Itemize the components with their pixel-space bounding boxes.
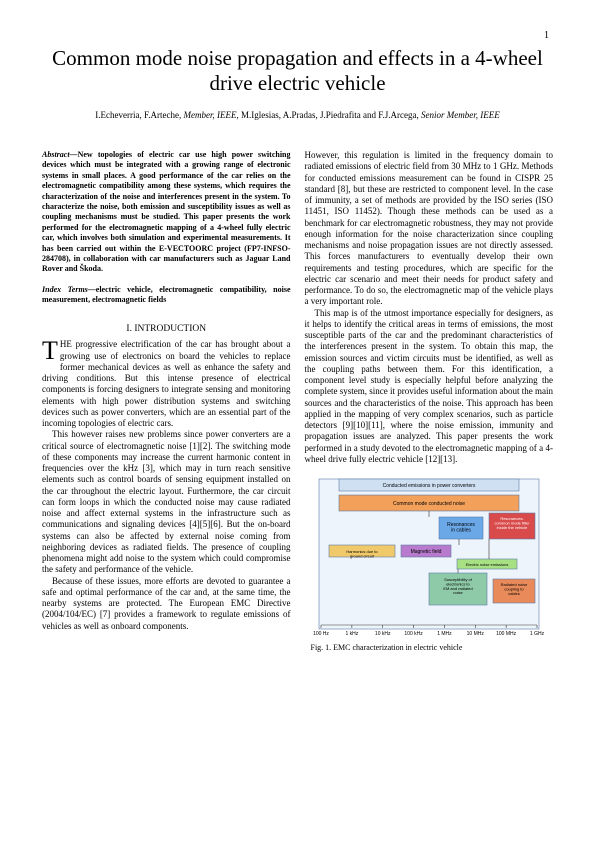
col2-para-2: This map is of the utmost importance esp…: [305, 308, 554, 466]
authors-line: I.Echeverria, F.Arteche, Member, IEEE, M…: [42, 110, 553, 122]
abstract-text: New topologies of electric car use high …: [42, 150, 291, 273]
intro-p1-text: HE progressive electrification of the ca…: [42, 339, 291, 428]
paper-title: Common mode noise propagation and effect…: [42, 46, 553, 96]
svg-text:Magnetic field: Magnetic field: [410, 549, 441, 555]
right-column: However, this regulation is limited in t…: [305, 150, 554, 653]
svg-text:Common mode conducted noise: Common mode conducted noise: [393, 501, 465, 507]
svg-text:100 kHz: 100 kHz: [404, 631, 423, 637]
abstract: Abstract—New topologies of electric car …: [42, 150, 291, 275]
figure-1: Conducted emissions in power converters C…: [305, 473, 554, 653]
abstract-label: Abstract—: [42, 150, 78, 159]
section-heading-1: I. INTRODUCTION: [42, 324, 291, 336]
figure-1-caption: Fig. 1. EMC characterization in electric…: [305, 643, 554, 653]
intro-para-3: Because of these issues, more efforts ar…: [42, 576, 291, 632]
svg-text:1 kHz: 1 kHz: [345, 631, 358, 637]
authors-text: I.Echeverria, F.Arteche, Member, IEEE, M…: [95, 110, 499, 120]
svg-text:10 MHz: 10 MHz: [466, 631, 484, 637]
svg-text:Conducted emissions in power c: Conducted emissions in power converters: [382, 483, 475, 489]
index-terms: Index Terms—electric vehicle, electromag…: [42, 285, 291, 306]
svg-text:10 kHz: 10 kHz: [375, 631, 391, 637]
left-column: Abstract—New topologies of electric car …: [42, 150, 291, 653]
figure-1-svg: Conducted emissions in power converters C…: [309, 473, 549, 641]
index-label: Index Terms—: [42, 285, 96, 294]
svg-text:1 GHz: 1 GHz: [530, 631, 545, 637]
svg-text:Electric noise emissions: Electric noise emissions: [465, 562, 508, 567]
dropcap: T: [42, 339, 60, 362]
intro-para-1: THE progressive electrification of the c…: [42, 339, 291, 429]
svg-text:100 Hz: 100 Hz: [313, 631, 329, 637]
intro-para-2: This however raises new problems since p…: [42, 429, 291, 575]
col2-para-1: However, this regulation is limited in t…: [305, 150, 554, 308]
svg-text:1 MHz: 1 MHz: [437, 631, 452, 637]
page-number: 1: [544, 30, 549, 41]
svg-text:100 MHz: 100 MHz: [496, 631, 517, 637]
svg-text:Harmonics due toground circuit: Harmonics due toground circuit: [346, 549, 378, 558]
two-column-body: Abstract—New topologies of electric car …: [42, 150, 553, 653]
